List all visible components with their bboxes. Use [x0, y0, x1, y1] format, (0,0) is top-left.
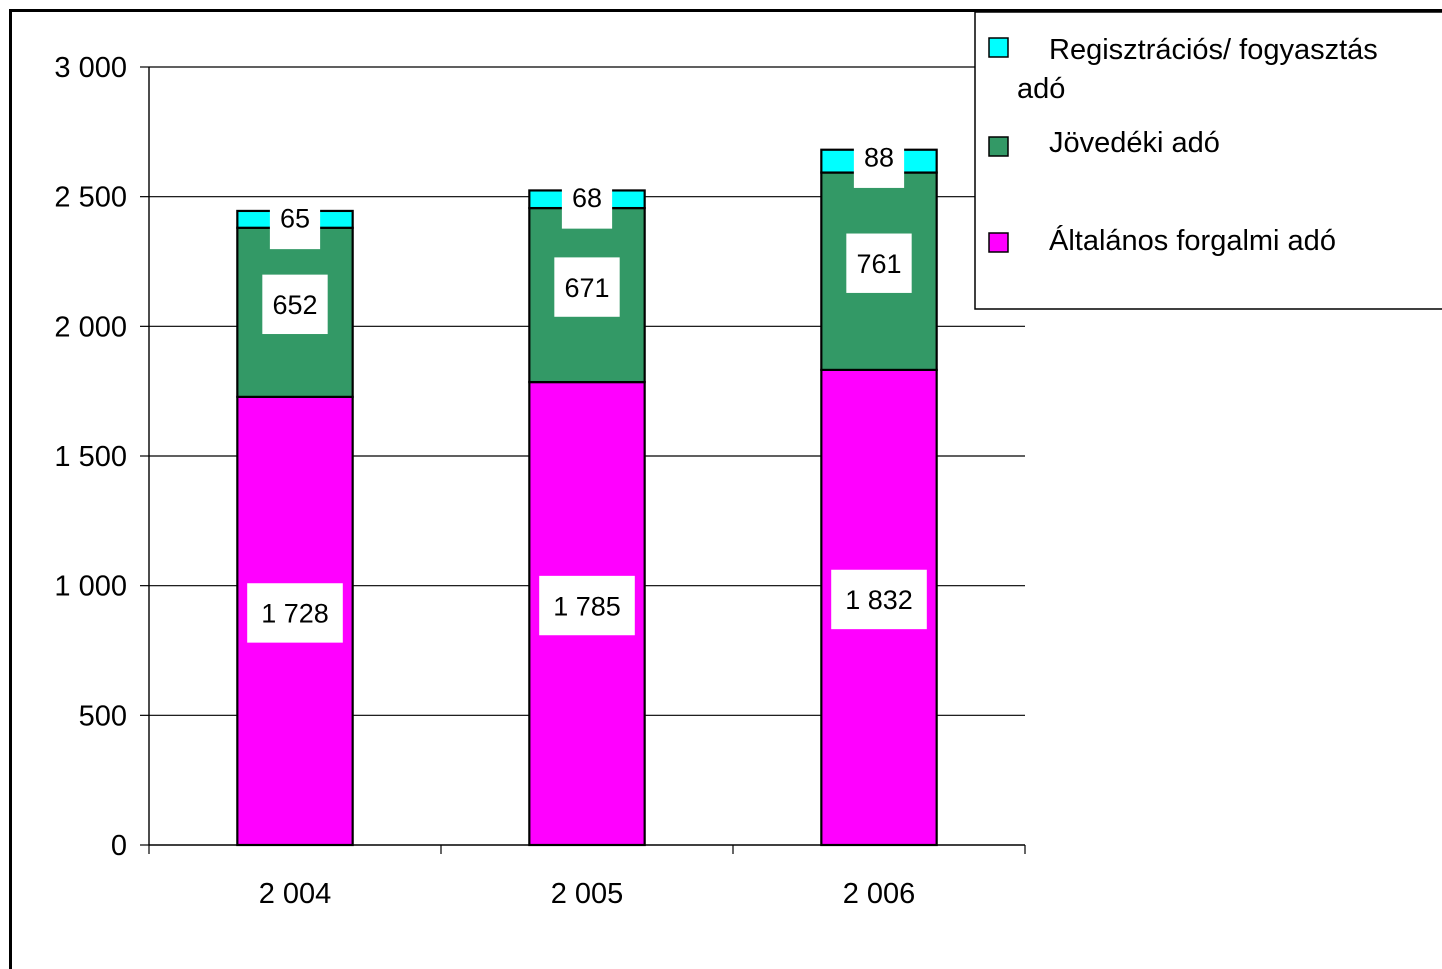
x-tick-label: 2 006 [843, 878, 916, 910]
data-label: 1 728 [261, 599, 329, 629]
data-label: 88 [864, 142, 894, 172]
data-label: 65 [280, 204, 310, 234]
data-label-box [262, 274, 328, 335]
data-label-box [846, 233, 912, 293]
data-label: 1 785 [553, 591, 621, 621]
data-label-box [554, 257, 620, 317]
data-label: 761 [856, 249, 901, 279]
data-label: 671 [564, 273, 609, 303]
legend-box [974, 11, 1442, 310]
legend-label-registration-tax: Regisztrációs/ fogyasztás [1049, 34, 1378, 66]
y-tick-label: 0 [111, 830, 127, 862]
legend-swatch-excise-tax [988, 136, 1009, 157]
legend-swatch-registration-tax [988, 37, 1009, 58]
y-tick-label: 2 500 [54, 182, 127, 214]
data-label-box [853, 144, 905, 188]
data-label-box [269, 205, 321, 250]
x-tick-label: 2 005 [551, 878, 624, 910]
chart-frame [9, 9, 1442, 969]
x-tick-label: 2 004 [259, 878, 332, 910]
y-tick-label: 1 000 [54, 571, 127, 603]
data-label: 68 [572, 183, 602, 213]
y-tick-label: 3 000 [54, 52, 127, 84]
data-label: 1 832 [845, 585, 913, 615]
axes: 0 500 1 000 1 500 2 000 2 500 3 000 2 004 2 005 2… [54, 52, 1026, 910]
data-label-box [561, 185, 613, 229]
data-labels: 1 728 652 65 1 785 671 68 1 832 761 88 [247, 142, 927, 643]
legend-swatch-vat [988, 232, 1009, 253]
y-tick-label: 500 [79, 700, 127, 732]
data-label-box [539, 575, 635, 636]
data-label: 652 [272, 290, 317, 320]
legend-label-vat: Általános forgalmi adó [1049, 224, 1336, 257]
legend: Regisztrációs/ fogyasztás adó Jövedéki a… [974, 11, 1442, 310]
y-tick-label: 2 000 [54, 311, 127, 343]
y-tick-label: 1 500 [54, 441, 127, 473]
data-label-box [247, 583, 343, 643]
bars [236, 148, 938, 847]
legend-label-registration-tax-line2: adó [1017, 73, 1065, 105]
legend-label-excise-tax: Jövedéki adó [1049, 127, 1220, 159]
data-label-box [831, 569, 927, 630]
